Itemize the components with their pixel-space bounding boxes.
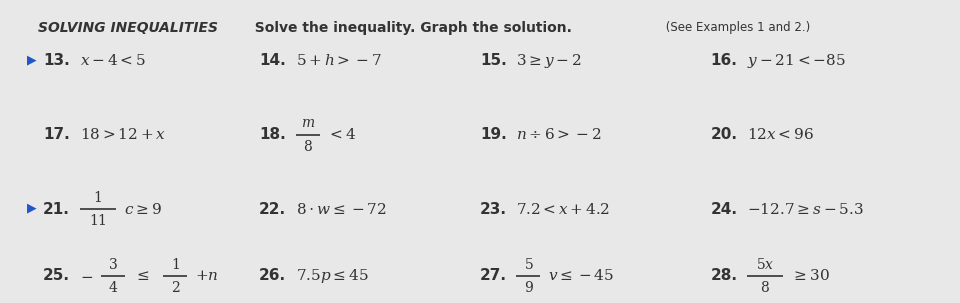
Text: $\blacktriangleright$: $\blacktriangleright$: [24, 202, 38, 216]
Text: $3\geq y-2$: $3\geq y-2$: [516, 52, 582, 70]
Text: $8\cdot w\leq -72$: $8\cdot w\leq -72$: [296, 201, 387, 217]
Text: $\leq$: $\leq$: [134, 268, 151, 283]
Text: $x-4<5$: $x-4<5$: [80, 53, 146, 68]
Text: 28.: 28.: [710, 268, 737, 283]
Text: $12x<96$: $12x<96$: [747, 127, 814, 142]
Text: $18>12+x$: $18>12+x$: [80, 127, 166, 142]
Text: $m$: $m$: [300, 116, 315, 130]
Text: 14.: 14.: [259, 53, 286, 68]
Text: $4$: $4$: [108, 280, 118, 295]
Text: $7.5p\leq 45$: $7.5p\leq 45$: [296, 267, 369, 285]
Text: (See Examples 1 and 2.): (See Examples 1 and 2.): [662, 21, 810, 34]
Text: $8$: $8$: [302, 139, 313, 154]
Text: $<4$: $<4$: [327, 127, 357, 142]
Text: $n\div 6>-2$: $n\div 6>-2$: [516, 127, 602, 142]
Text: 25.: 25.: [43, 268, 70, 283]
Text: 22.: 22.: [259, 201, 286, 217]
Text: 27.: 27.: [480, 268, 507, 283]
Text: $-12.7\geq s-5.3$: $-12.7\geq s-5.3$: [747, 201, 864, 217]
Text: $1$: $1$: [171, 257, 180, 271]
Text: $8$: $8$: [760, 280, 770, 295]
Text: $2$: $2$: [171, 280, 180, 295]
Text: 19.: 19.: [480, 127, 507, 142]
Text: $\geq 30$: $\geq 30$: [791, 268, 830, 283]
Text: 15.: 15.: [480, 53, 507, 68]
Text: $-$: $-$: [80, 268, 93, 283]
Text: $+n$: $+n$: [195, 268, 219, 283]
Text: 26.: 26.: [259, 268, 286, 283]
Text: 13.: 13.: [43, 53, 70, 68]
Text: $v\leq -45$: $v\leq -45$: [548, 268, 614, 283]
Text: 24.: 24.: [710, 201, 737, 217]
Text: $9$: $9$: [523, 280, 534, 295]
Text: 18.: 18.: [259, 127, 286, 142]
Text: $1$: $1$: [93, 190, 103, 205]
Text: $3$: $3$: [108, 257, 118, 271]
Text: $5+h>-7$: $5+h>-7$: [296, 53, 381, 68]
Text: $7.2<x+4.2$: $7.2<x+4.2$: [516, 201, 611, 217]
Text: $5x$: $5x$: [756, 257, 775, 271]
Text: $5$: $5$: [523, 257, 534, 271]
Text: 23.: 23.: [480, 201, 507, 217]
Text: 20.: 20.: [710, 127, 737, 142]
Text: 16.: 16.: [710, 53, 737, 68]
Text: 17.: 17.: [43, 127, 70, 142]
Text: Solve the inequality. Graph the solution.: Solve the inequality. Graph the solution…: [245, 21, 571, 35]
Text: 21.: 21.: [43, 201, 70, 217]
Text: SOLVING INEQUALITIES: SOLVING INEQUALITIES: [38, 21, 219, 35]
Text: $c\geq 9$: $c\geq 9$: [124, 201, 161, 217]
Text: $y-21<-85$: $y-21<-85$: [747, 52, 846, 70]
Text: $11$: $11$: [89, 213, 107, 228]
Text: $\blacktriangleright$: $\blacktriangleright$: [24, 54, 38, 68]
